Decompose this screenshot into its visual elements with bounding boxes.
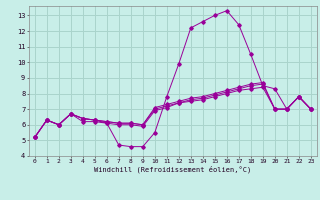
X-axis label: Windchill (Refroidissement éolien,°C): Windchill (Refroidissement éolien,°C) — [94, 166, 252, 173]
